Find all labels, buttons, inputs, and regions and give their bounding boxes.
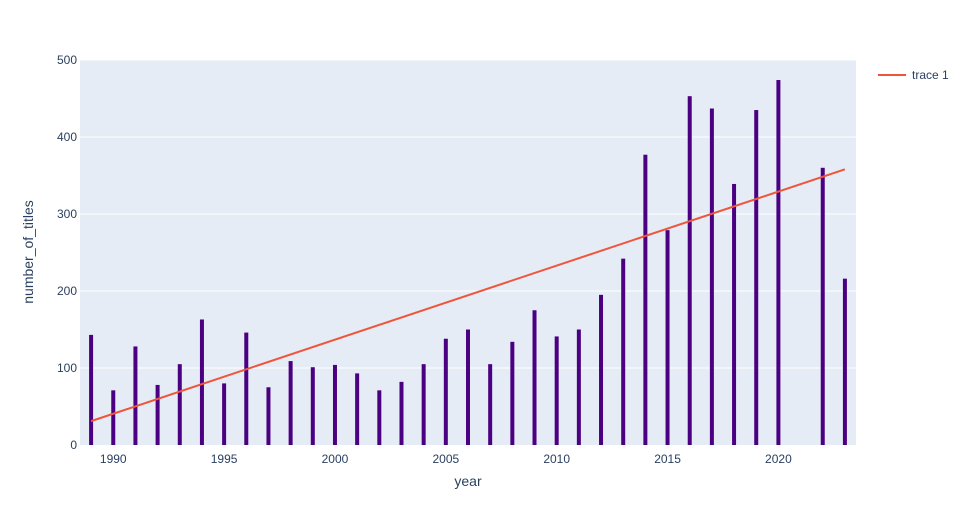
bar[interactable]: [133, 346, 138, 445]
bar[interactable]: [155, 384, 160, 445]
bar[interactable]: [222, 383, 227, 445]
bar[interactable]: [421, 364, 426, 445]
x-tick-label: 2000: [322, 452, 349, 466]
bar[interactable]: [266, 387, 271, 445]
bar[interactable]: [709, 108, 714, 445]
legend-label: trace 1: [912, 68, 949, 82]
x-tick-label: 2015: [654, 452, 681, 466]
y-tick-label: 300: [57, 207, 77, 221]
y-axis-title: number_of_titles: [20, 200, 36, 304]
bar[interactable]: [89, 334, 94, 445]
bar[interactable]: [665, 230, 670, 445]
bar[interactable]: [776, 80, 781, 446]
y-gridlines: [80, 59, 856, 369]
bar[interactable]: [111, 390, 116, 445]
bar[interactable]: [842, 278, 847, 445]
bar[interactable]: [355, 373, 360, 445]
line-series: [90, 168, 846, 423]
y-tick-label: 0: [70, 438, 77, 452]
bar[interactable]: [332, 364, 337, 445]
bar[interactable]: [532, 310, 537, 445]
bar[interactable]: [754, 110, 759, 446]
x-tick-label: 2005: [432, 452, 459, 466]
bar[interactable]: [599, 294, 604, 445]
bar[interactable]: [199, 319, 204, 445]
bar[interactable]: [377, 390, 382, 445]
x-tick-label: 2020: [765, 452, 792, 466]
bar[interactable]: [399, 381, 404, 445]
bar[interactable]: [177, 364, 182, 445]
bar[interactable]: [288, 361, 293, 445]
bar[interactable]: [310, 367, 315, 445]
bar[interactable]: [488, 364, 493, 445]
bar[interactable]: [820, 167, 825, 446]
x-tick-label: 1995: [211, 452, 238, 466]
bar[interactable]: [621, 258, 626, 445]
legend[interactable]: trace 1: [878, 68, 949, 82]
x-axis-title: year: [454, 473, 482, 489]
series-line[interactable]: [90, 168, 846, 423]
bar[interactable]: [576, 329, 581, 446]
bar[interactable]: [466, 329, 470, 446]
bar[interactable]: [732, 183, 737, 445]
bar[interactable]: [554, 336, 559, 445]
bar[interactable]: [687, 96, 692, 445]
y-axis-ticks: 0 100 200 300 400 500: [57, 53, 77, 452]
bar[interactable]: [643, 154, 648, 445]
y-tick-label: 200: [57, 284, 77, 298]
bar-series: [89, 80, 847, 446]
x-tick-label: 1990: [100, 452, 127, 466]
y-tick-label: 100: [57, 361, 77, 375]
y-tick-label: 500: [57, 53, 77, 67]
bar[interactable]: [244, 332, 249, 445]
x-axis-ticks: 1990 1995 2000 2005 2010 2015 2020: [100, 452, 792, 466]
bar[interactable]: [510, 341, 515, 445]
bar[interactable]: [443, 338, 448, 445]
x-tick-label: 2010: [543, 452, 570, 466]
y-tick-label: 400: [57, 130, 77, 144]
